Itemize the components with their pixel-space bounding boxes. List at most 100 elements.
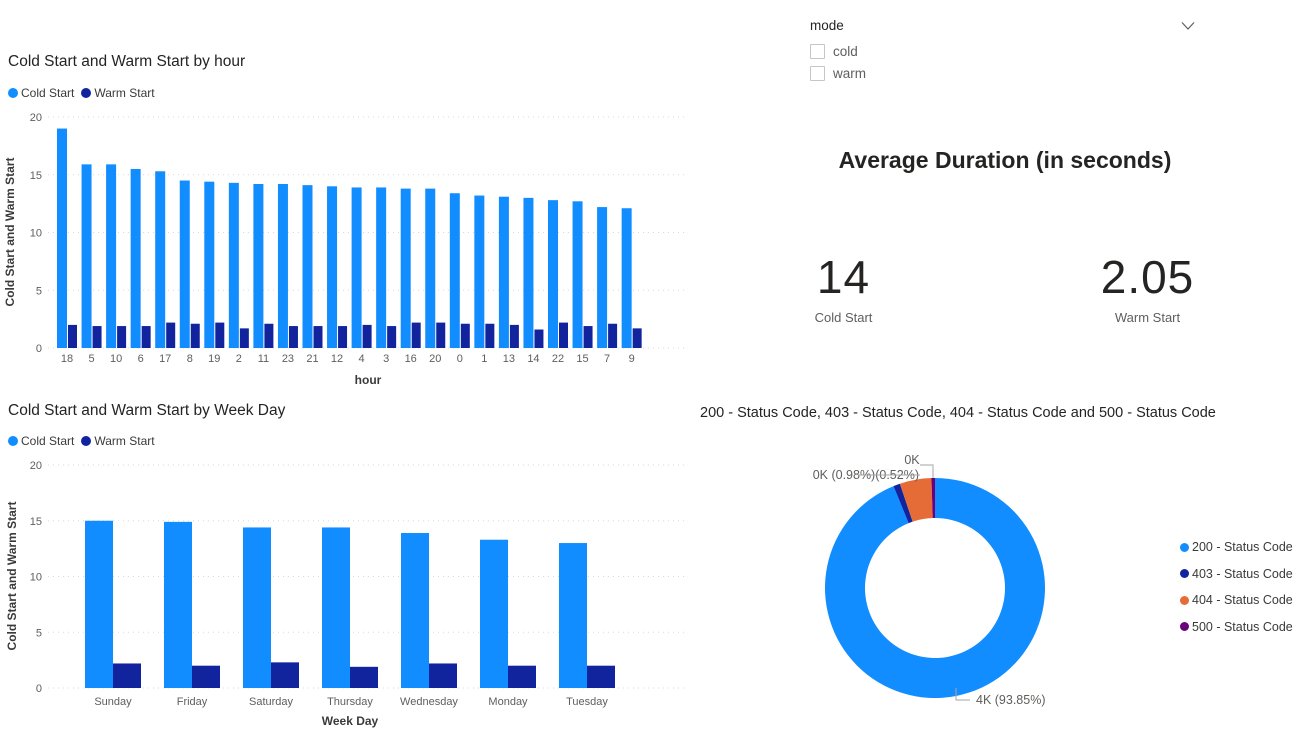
bar-cold-start[interactable] <box>85 520 113 688</box>
bar-warm-start[interactable] <box>192 665 220 688</box>
bar-warm-start[interactable] <box>460 323 470 348</box>
legend-item-cold-start[interactable]: Cold Start <box>8 86 74 100</box>
bar-cold-start[interactable] <box>106 164 117 348</box>
bar-warm-start[interactable] <box>411 322 421 348</box>
x-tick-label: 20 <box>429 353 441 365</box>
bar-cold-start[interactable] <box>130 168 141 348</box>
donut-slice-403 - Status Code[interactable] <box>893 483 913 524</box>
bar-cold-start[interactable] <box>400 188 411 348</box>
bar-warm-start[interactable] <box>485 323 495 348</box>
donut-slice-500 - Status Code[interactable] <box>931 478 935 519</box>
bar-warm-start[interactable] <box>313 326 323 348</box>
bar-cold-start[interactable] <box>480 539 508 688</box>
x-tick-label: 23 <box>282 353 294 365</box>
bar-cold-start[interactable] <box>474 195 485 348</box>
bar-warm-start[interactable] <box>583 326 593 348</box>
bar-warm-start[interactable] <box>239 328 249 348</box>
chart-title-weekday: Cold Start and Warm Start by Week Day <box>8 402 286 419</box>
bar-warm-start[interactable] <box>264 323 274 348</box>
bar-warm-start[interactable] <box>271 662 299 688</box>
legend-item-warm-start[interactable]: Warm Start <box>81 434 155 448</box>
bar-cold-start[interactable] <box>155 171 166 348</box>
bar-warm-start[interactable] <box>508 665 536 688</box>
slicer-option-warm[interactable]: warm <box>810 62 866 84</box>
chart-title-hour: Cold Start and Warm Start by hour <box>8 53 246 70</box>
kpi-item-cold-start: 14 Cold Start <box>756 252 931 325</box>
donut-label-404: 0K <box>904 453 920 467</box>
bar-cold-start[interactable] <box>572 201 583 348</box>
bar-warm-start[interactable] <box>350 666 378 688</box>
donut-slice-404 - Status Code[interactable] <box>899 478 933 522</box>
bar-cold-start[interactable] <box>179 180 190 348</box>
bar-cold-start[interactable] <box>376 187 387 348</box>
bar-cold-start[interactable] <box>228 182 239 348</box>
legend-item-200 - Status Code[interactable]: 200 - Status Code <box>1180 534 1293 561</box>
bar-cold-start[interactable] <box>253 183 264 348</box>
bar-warm-start[interactable] <box>141 326 151 348</box>
bar-cold-start[interactable] <box>449 193 460 348</box>
x-tick-label: 11 <box>258 353 269 365</box>
bar-warm-start[interactable] <box>387 326 397 348</box>
bar-warm-start[interactable] <box>166 322 176 348</box>
chevron-down-icon[interactable] <box>1180 20 1196 32</box>
bar-cold-start[interactable] <box>204 181 215 348</box>
x-tick-label: 12 <box>331 353 343 365</box>
bar-cold-start[interactable] <box>243 527 271 688</box>
bar-warm-start[interactable] <box>288 326 298 348</box>
bar-cold-start[interactable] <box>327 186 338 348</box>
x-tick-label: 16 <box>405 353 417 365</box>
bar-warm-start[interactable] <box>534 329 544 348</box>
bar-warm-start[interactable] <box>429 663 457 688</box>
donut-slice-200 - Status Code[interactable] <box>825 478 1045 698</box>
legend-dot <box>1180 622 1189 632</box>
bar-cold-start[interactable] <box>351 187 362 348</box>
bar-warm-start[interactable] <box>190 323 200 348</box>
bar-cold-start[interactable] <box>559 543 587 688</box>
bar-warm-start[interactable] <box>338 326 348 348</box>
bar-warm-start[interactable] <box>92 326 102 348</box>
bar-cold-start[interactable] <box>401 533 429 688</box>
y-axis-title: Cold Start and Warm Start <box>5 502 19 651</box>
legend-item-404 - Status Code[interactable]: 404 - Status Code <box>1180 587 1293 614</box>
bar-warm-start[interactable] <box>117 326 127 348</box>
legend-item-500 - Status Code[interactable]: 500 - Status Code <box>1180 614 1293 641</box>
legend-item-warm-start[interactable]: Warm Start <box>81 86 155 100</box>
x-tick-label: Friday <box>177 696 208 708</box>
x-tick-label: 10 <box>110 353 122 365</box>
bar-cold-start[interactable] <box>523 197 534 348</box>
weekday-bar-chart: 0 5 10 15 20 Cold Start and Warm Start Sunday F… <box>5 460 686 728</box>
bar-warm-start[interactable] <box>587 665 615 688</box>
checkbox-warm[interactable] <box>810 65 825 81</box>
legend-label-warm-start: Warm Start <box>94 86 155 100</box>
bar-cold-start[interactable] <box>498 196 509 348</box>
bar-cold-start[interactable] <box>277 183 288 348</box>
slicer-option-cold[interactable]: cold <box>810 40 858 62</box>
bar-warm-start[interactable] <box>113 663 141 688</box>
bar-cold-start[interactable] <box>548 200 558 348</box>
x-tick-label: 15 <box>576 353 588 365</box>
bar-cold-start[interactable] <box>81 164 92 348</box>
legend-item-cold-start[interactable]: Cold Start <box>8 434 74 448</box>
bar-warm-start[interactable] <box>608 323 618 348</box>
legend-item-403 - Status Code[interactable]: 403 - Status Code <box>1180 561 1293 588</box>
bar-cold-start[interactable] <box>621 208 632 348</box>
bar-warm-start[interactable] <box>68 324 77 348</box>
checkbox-cold[interactable] <box>810 43 825 59</box>
bar-warm-start[interactable] <box>509 324 519 348</box>
bar-warm-start[interactable] <box>362 324 372 348</box>
bar-cold-start[interactable] <box>164 521 192 688</box>
bar-cold-start[interactable] <box>597 207 608 348</box>
bar-cold-start[interactable] <box>57 128 67 348</box>
bar-warm-start[interactable] <box>215 322 225 348</box>
legend-label-cold-start: Cold Start <box>21 86 75 100</box>
bar-cold-start[interactable] <box>302 185 313 348</box>
bar-cold-start[interactable] <box>322 527 350 688</box>
average-duration-card: Average Duration (in seconds) 14 Cold St… <box>700 130 1307 360</box>
bar-warm-start[interactable] <box>632 328 642 348</box>
bar-cold-start[interactable] <box>425 188 436 348</box>
legend-dot-warm-start <box>81 436 92 446</box>
bar-warm-start[interactable] <box>559 322 568 348</box>
bar-warm-start[interactable] <box>436 322 446 348</box>
